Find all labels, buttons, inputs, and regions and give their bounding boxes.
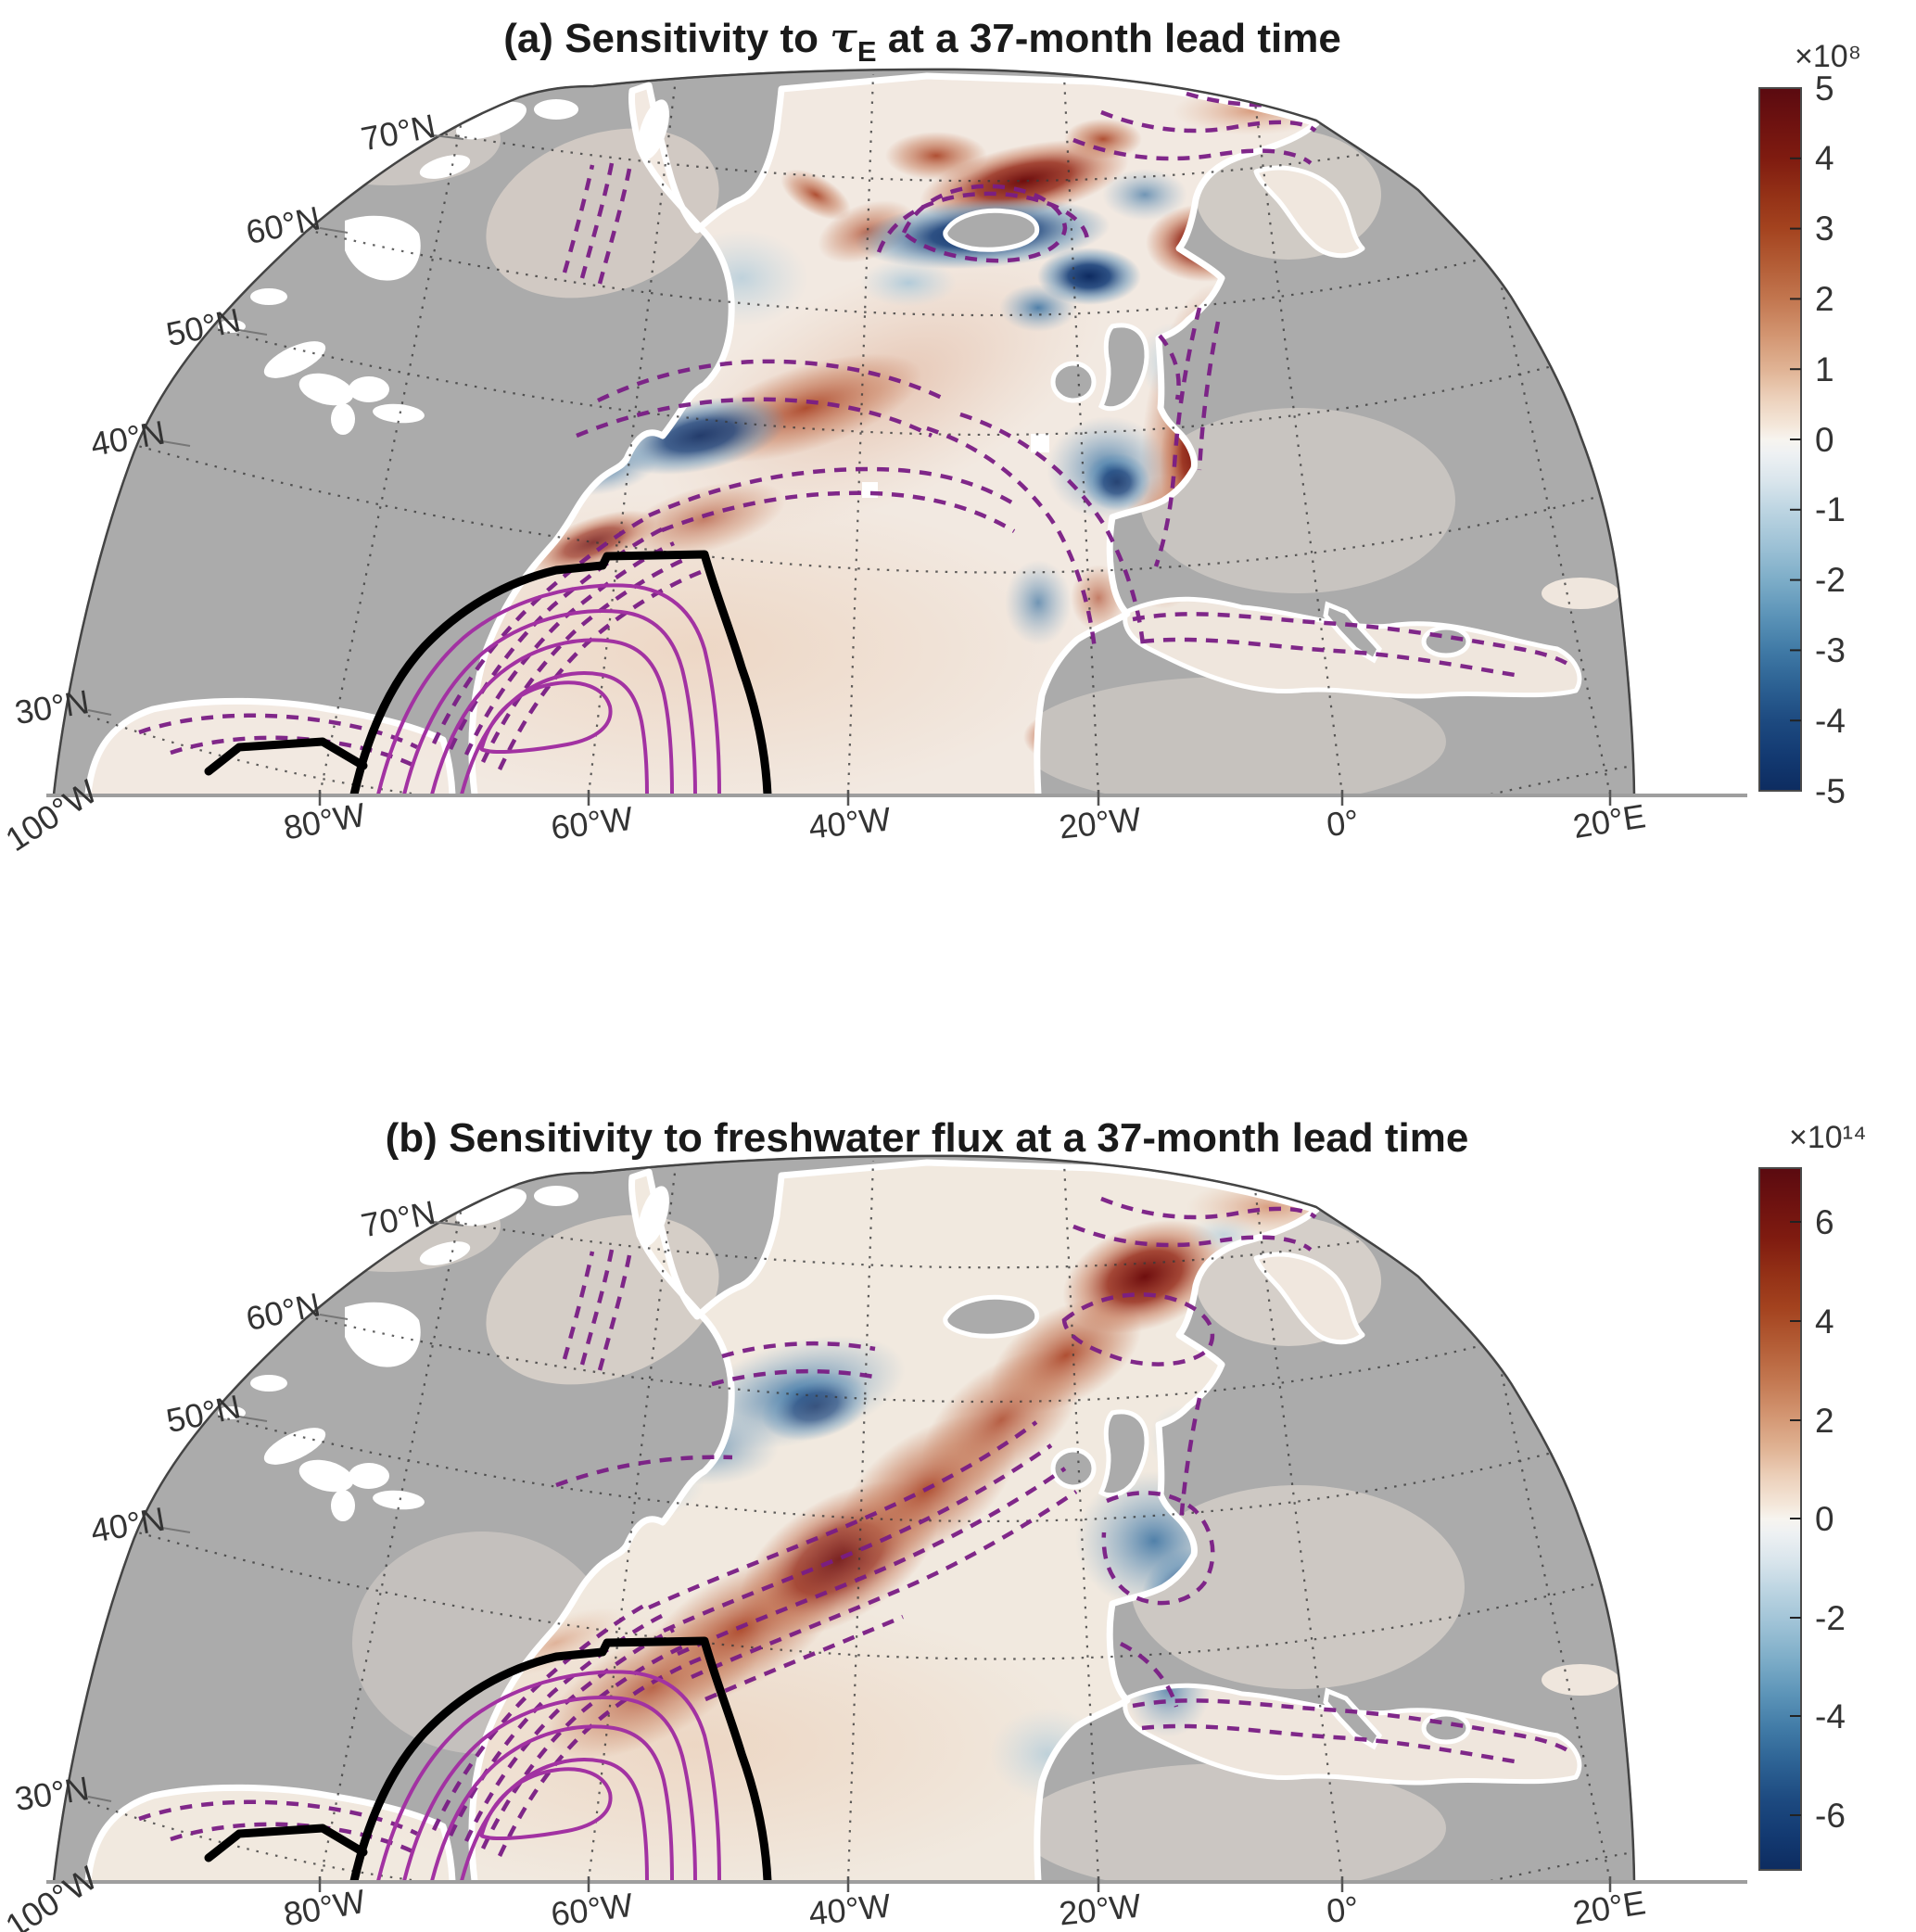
iceland	[943, 1294, 1040, 1339]
lon-label: 100°W	[0, 1859, 104, 1932]
svg-text:-3: -3	[1815, 631, 1846, 669]
svg-text:-1: -1	[1815, 490, 1846, 528]
lon-label: 0°	[1325, 802, 1361, 844]
svg-text:2: 2	[1815, 280, 1834, 318]
lon-label: 60°W	[549, 1886, 635, 1932]
lon-label: 60°W	[549, 799, 635, 846]
gyre-black-contour	[204, 1636, 772, 1881]
coastlines	[84, 1159, 1582, 1881]
lon-label: 100°W	[0, 772, 104, 858]
ireland	[1050, 1447, 1097, 1490]
colorbar-b: ×10¹⁴ 6 4 2 0 -2 -4 -6	[1758, 1120, 1867, 1871]
iceland	[943, 208, 1040, 252]
gyre-black-contour	[204, 550, 772, 794]
lon-label: 20°E	[1570, 796, 1648, 845]
svg-text:-2: -2	[1815, 1599, 1846, 1637]
lon-label: 20°W	[1058, 1887, 1143, 1932]
lon-label: 40°W	[807, 1887, 893, 1932]
svg-text:5: 5	[1815, 70, 1834, 108]
italy	[1323, 601, 1382, 664]
islands	[943, 208, 1471, 664]
ireland	[1050, 361, 1097, 403]
colorbar-exponent: ×10⁸	[1795, 39, 1861, 74]
colorbar-exponent: ×10¹⁴	[1789, 1120, 1867, 1155]
italy	[1323, 1687, 1382, 1750]
great-britain	[1098, 1409, 1149, 1498]
colorbar-a: ×10⁸ 5 4 3 2 1 0 -1 -2 -3 -4 -5	[1758, 39, 1861, 810]
lon-axis: 100°W 80°W 60°W 40°W 20°W 0° 20°E	[0, 772, 1648, 858]
lon-label: 0°	[1325, 1888, 1361, 1930]
lon-label: 20°E	[1570, 1883, 1648, 1932]
svg-text:0: 0	[1815, 1500, 1834, 1538]
lon-label: 40°W	[807, 800, 893, 846]
panel-b-map: 100°W 80°W 60°W 40°W 20°W 0° 20°E 70°N 6…	[0, 1154, 1747, 1932]
map-content	[84, 1159, 1634, 1881]
svg-text:3: 3	[1815, 210, 1834, 248]
islands	[943, 1294, 1471, 1750]
colorbar-ticks	[1790, 157, 1801, 722]
map-content	[84, 72, 1634, 794]
graticule	[87, 73, 1634, 794]
svg-text:-5: -5	[1815, 772, 1846, 810]
svg-text:-4: -4	[1815, 1697, 1846, 1735]
greece	[1421, 1711, 1471, 1745]
coastlines	[84, 72, 1582, 794]
svg-text:-6: -6	[1815, 1797, 1846, 1835]
great-britain	[1098, 323, 1149, 412]
map-outline	[52, 68, 1636, 795]
colorbar-tick-labels: 5 4 3 2 1 0 -1 -2 -3 -4 -5	[1815, 70, 1846, 810]
contours-solid	[376, 583, 721, 794]
panel-a: (a) Sensitivity to τE at a 37-month lead…	[0, 15, 1861, 858]
panel-b-title: (b) Sensitivity to freshwater flux at a …	[386, 1115, 1469, 1161]
svg-text:2: 2	[1815, 1402, 1834, 1440]
lon-label: 80°W	[281, 1882, 368, 1932]
colorbar-ticks	[1790, 1221, 1801, 1816]
colorbar-tick-labels: 6 4 2 0 -2 -4 -6	[1815, 1203, 1846, 1835]
lakes-ice	[218, 1186, 669, 1521]
svg-text:0: 0	[1815, 421, 1834, 459]
panel-a-title: (a) Sensitivity to τE at a 37-month lead…	[503, 15, 1341, 68]
greece	[1421, 625, 1471, 658]
contours-solid	[376, 1670, 721, 1881]
svg-text:4: 4	[1815, 139, 1834, 177]
svg-text:1: 1	[1815, 350, 1834, 388]
panel-a-map: 100°W 80°W 60°W 40°W 20°W 0° 20°E 70°N 6…	[0, 68, 1747, 858]
svg-text:-4: -4	[1815, 702, 1846, 740]
svg-text:-2: -2	[1815, 561, 1846, 599]
map-outline	[52, 1154, 1636, 1882]
panel-b: (b) Sensitivity to freshwater flux at a …	[0, 1115, 1867, 1932]
svg-text:6: 6	[1815, 1203, 1834, 1241]
lon-label: 80°W	[281, 795, 368, 847]
lon-label: 20°W	[1058, 800, 1143, 846]
svg-text:4: 4	[1815, 1303, 1834, 1341]
lakes-ice	[218, 99, 1049, 498]
